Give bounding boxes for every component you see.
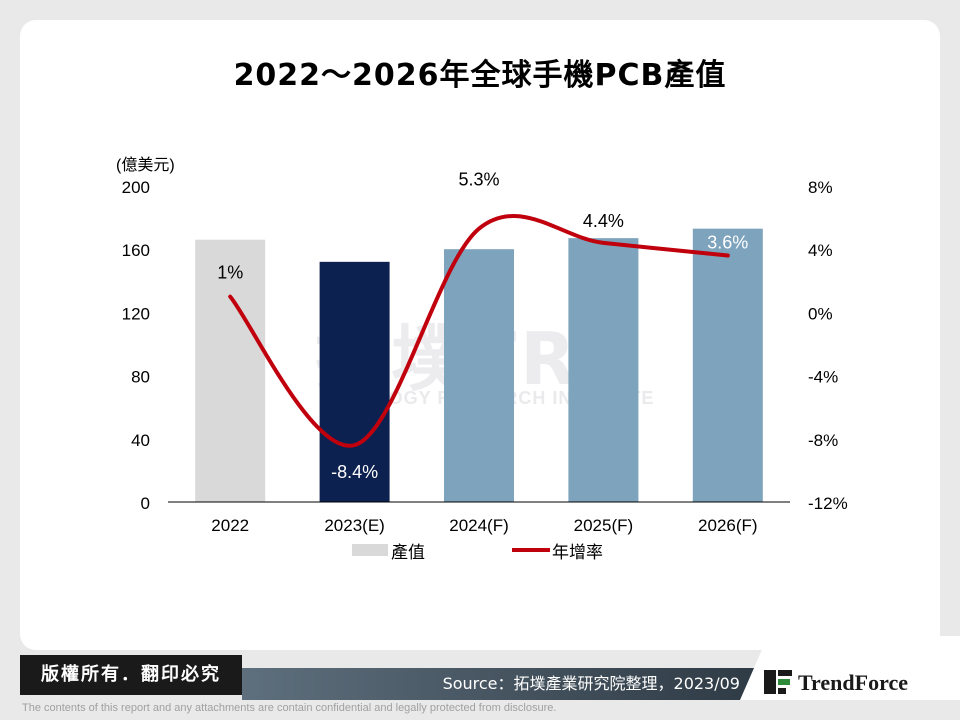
y-right-tick-label: -8% (808, 431, 838, 450)
growth-rate-line (228, 214, 730, 448)
source-text: Source：拓墣產業研究院整理，2023/09 (242, 668, 762, 700)
y-right-tick-label: -4% (808, 368, 838, 387)
bar-4 (692, 228, 763, 502)
y-left-tick-label: 40 (131, 431, 150, 450)
chart-title: 2022～2026年全球手機PCB產值 (233, 58, 727, 93)
y-right-tick-label: 4% (808, 241, 833, 260)
copyright-badge: 版權所有．翻印必究 (20, 655, 242, 695)
legend-label-bar: 產值 (391, 543, 425, 562)
x-tick-label: 2025(F) (574, 516, 634, 535)
y-right-tick-label: 8% (808, 178, 833, 197)
y-right-tick-label: -12% (808, 494, 848, 513)
x-tick-label: 2022 (211, 516, 249, 535)
y-left-tick-label: 0 (141, 494, 150, 513)
y-left-tick-label: 160 (122, 241, 150, 260)
y-left-tick-label: 80 (131, 368, 150, 387)
y-left-tick-label: 120 (122, 304, 150, 323)
growth-data-label: -8.4% (331, 462, 378, 482)
axes-group: 200 160 120 80 40 0 (億美元) 8% 4% 0% -4% -8% -12% 2022 2… (116, 156, 848, 535)
legend-swatch-bar (352, 544, 388, 556)
y-left-unit-label: (億美元) (116, 156, 175, 174)
bar-2 (444, 249, 514, 502)
y-right-tick-label: 0% (808, 304, 833, 323)
trendforce-logo-icon (764, 670, 792, 694)
x-tick-label: 2023(E) (324, 516, 384, 535)
growth-data-label: 1% (217, 263, 243, 283)
bars-group (195, 228, 763, 502)
legend-label-line: 年增率 (552, 543, 603, 562)
legend: 產值 年增率 (352, 543, 603, 562)
bar-3 (568, 238, 639, 502)
growth-data-label: 4.4% (583, 211, 624, 231)
growth-line-group (228, 214, 730, 448)
disclaimer: The contents of this report and any atta… (22, 702, 557, 714)
y-left-tick-label: 200 (122, 178, 150, 197)
trendforce-logo-text: TrendForce (798, 670, 908, 695)
bar-0 (195, 239, 266, 502)
x-tick-label: 2026(F) (698, 516, 758, 535)
growth-data-label: 3.6% (707, 233, 748, 253)
growth-data-label: 5.3% (458, 170, 499, 190)
logo-panel (740, 636, 960, 700)
labels-group: 1% -8.4% 5.3% 4.4% 3.6% (217, 170, 748, 482)
x-tick-label: 2024(F) (449, 516, 509, 535)
bar-1 (319, 261, 390, 502)
